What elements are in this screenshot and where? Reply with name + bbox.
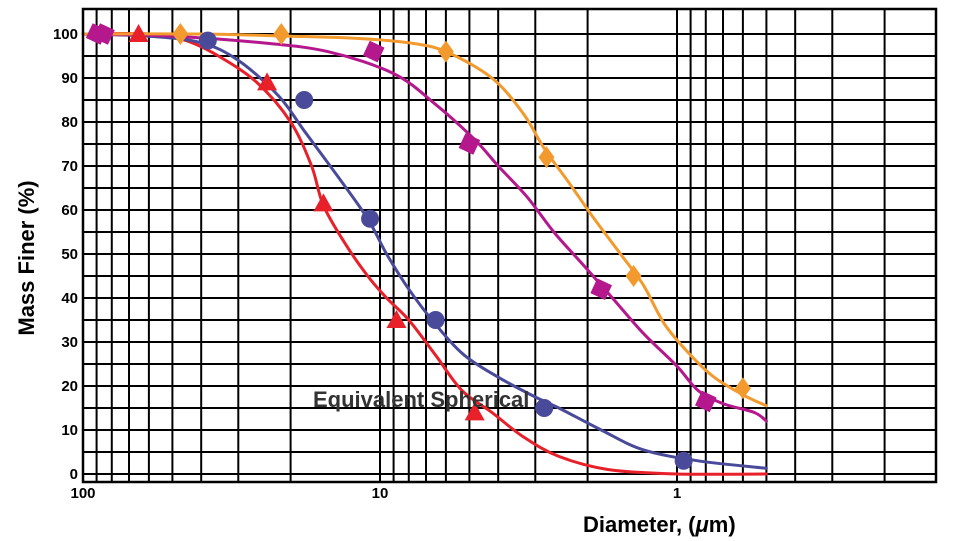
series-markers	[85, 23, 751, 470]
square-marker	[590, 278, 612, 301]
square-marker	[694, 390, 717, 413]
x-tick-label: 10	[372, 485, 389, 502]
plot-frame	[81, 7, 938, 484]
triangle-marker	[386, 310, 407, 328]
y-tick-label: 80	[61, 114, 78, 131]
triangle-marker	[257, 72, 278, 91]
triangle-series-line	[81, 32, 768, 476]
x-axis-title-unit-symbol: μ	[695, 512, 709, 537]
triangle-marker	[128, 24, 149, 42]
y-tick-label: 0	[70, 466, 78, 483]
y-tick-label: 70	[61, 158, 78, 175]
circle-marker	[674, 451, 693, 470]
grid	[82, 9, 936, 482]
square-marker	[458, 133, 481, 155]
tick-labels: 0 10 20 30 40 50 60 70 80 90 100 100 10 1	[53, 26, 681, 502]
y-tick-label: 10	[61, 422, 78, 439]
x-axis-title: Diameter, (μm)	[583, 512, 736, 537]
y-tick-label: 40	[61, 290, 78, 307]
circle-marker	[426, 311, 445, 329]
y-tick-label: 90	[61, 70, 78, 87]
annotation-label: Equivalent Spherical	[313, 387, 529, 412]
diamond-marker	[437, 40, 454, 63]
diamond-marker	[625, 265, 642, 287]
diamond-series-line	[81, 32, 768, 408]
circle-marker	[535, 399, 554, 417]
x-tick-label: 1	[673, 485, 681, 502]
square-series-line	[81, 32, 768, 423]
circle-marker	[361, 209, 380, 228]
triangle-marker	[313, 193, 334, 212]
y-axis-title: Mass Finer (%)	[14, 180, 39, 335]
square-marker	[93, 23, 115, 45]
x-tick-label: 100	[70, 485, 95, 502]
x-axis-title-unit-rest: m)	[709, 512, 736, 537]
y-tick-label: 60	[61, 202, 78, 219]
y-tick-label: 30	[61, 334, 78, 351]
y-tick-label: 50	[61, 246, 78, 263]
circle-series-line	[81, 32, 768, 470]
diamond-marker	[734, 377, 751, 400]
circle-marker	[295, 91, 314, 109]
square-marker	[362, 40, 385, 63]
y-tick-label: 100	[53, 26, 78, 43]
diamond-marker	[172, 23, 189, 45]
circle-marker	[198, 31, 217, 50]
diamond-marker	[538, 146, 555, 169]
x-axis-title-prefix: Diameter, (	[583, 512, 696, 537]
diamond-marker	[273, 23, 290, 45]
triangle-marker	[464, 402, 485, 421]
y-tick-label: 20	[61, 378, 78, 395]
